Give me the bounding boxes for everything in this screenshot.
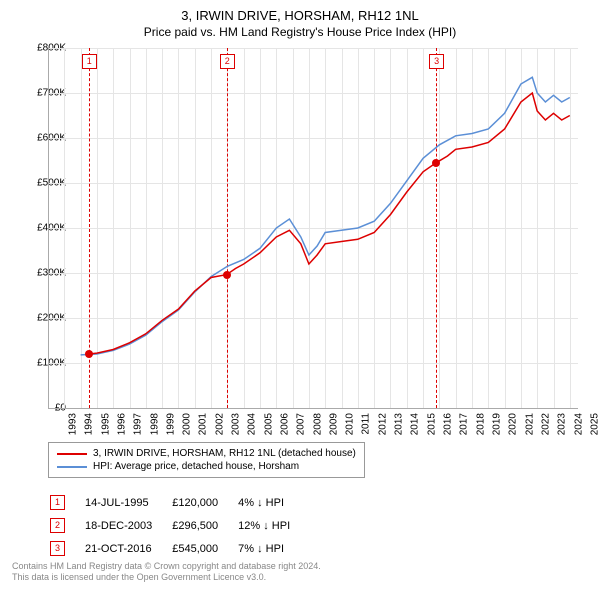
x-tick-label: 2002 bbox=[214, 413, 225, 435]
footer-line-2: This data is licensed under the Open Gov… bbox=[12, 572, 266, 582]
event-price-3: £545,000 bbox=[172, 538, 236, 559]
footer-attribution: Contains HM Land Registry data © Crown c… bbox=[12, 561, 321, 584]
x-tick-label: 2017 bbox=[459, 413, 470, 435]
x-tick-label: 2005 bbox=[263, 413, 274, 435]
x-tick-label: 2023 bbox=[556, 413, 567, 435]
event-badge-3: 3 bbox=[50, 541, 65, 556]
x-tick-label: 1994 bbox=[84, 413, 95, 435]
legend-item-hpi: HPI: Average price, detached house, Hors… bbox=[57, 460, 356, 473]
x-tick-label: 1997 bbox=[132, 413, 143, 435]
hpi-line bbox=[81, 77, 570, 355]
events-table: 1 14-JUL-1995 £120,000 4% ↓ HPI 2 18-DEC… bbox=[48, 490, 310, 561]
event-badge-1: 1 bbox=[50, 495, 65, 510]
x-tick-label: 2003 bbox=[230, 413, 241, 435]
x-tick-label: 2004 bbox=[247, 413, 258, 435]
x-tick-label: 2019 bbox=[491, 413, 502, 435]
price-paid-line bbox=[89, 93, 570, 354]
x-tick-label: 2000 bbox=[181, 413, 192, 435]
legend-label-hpi: HPI: Average price, detached house, Hors… bbox=[93, 461, 299, 472]
x-tick-label: 2012 bbox=[377, 413, 388, 435]
event-row-3: 3 21-OCT-2016 £545,000 7% ↓ HPI bbox=[50, 538, 308, 559]
event-date-2: 18-DEC-2003 bbox=[85, 515, 170, 536]
legend-label-price: 3, IRWIN DRIVE, HORSHAM, RH12 1NL (detac… bbox=[93, 448, 356, 459]
event-diff-3: 7% ↓ HPI bbox=[238, 538, 308, 559]
x-tick-label: 2022 bbox=[540, 413, 551, 435]
x-tick-label: 2009 bbox=[328, 413, 339, 435]
x-tick-label: 2010 bbox=[344, 413, 355, 435]
event-badge-2: 2 bbox=[50, 518, 65, 533]
x-tick-label: 1999 bbox=[165, 413, 176, 435]
event-diff-2: 12% ↓ HPI bbox=[238, 515, 308, 536]
event-price-2: £296,500 bbox=[172, 515, 236, 536]
event-row-2: 2 18-DEC-2003 £296,500 12% ↓ HPI bbox=[50, 515, 308, 536]
x-tick-label: 1995 bbox=[100, 413, 111, 435]
x-tick-label: 2006 bbox=[279, 413, 290, 435]
chart-subtitle: Price paid vs. HM Land Registry's House … bbox=[0, 23, 600, 39]
sale-marker bbox=[223, 271, 231, 279]
event-date-1: 14-JUL-1995 bbox=[85, 492, 170, 513]
x-tick-label: 2001 bbox=[198, 413, 209, 435]
x-tick-label: 2024 bbox=[573, 413, 584, 435]
event-price-1: £120,000 bbox=[172, 492, 236, 513]
x-tick-label: 1993 bbox=[67, 413, 78, 435]
x-tick-label: 2014 bbox=[410, 413, 421, 435]
chart-legend: 3, IRWIN DRIVE, HORSHAM, RH12 1NL (detac… bbox=[48, 442, 365, 478]
x-tick-label: 2016 bbox=[442, 413, 453, 435]
x-tick-label: 2021 bbox=[524, 413, 535, 435]
x-tick-label: 1998 bbox=[149, 413, 160, 435]
x-tick-label: 2025 bbox=[589, 413, 600, 435]
x-tick-label: 2015 bbox=[426, 413, 437, 435]
event-row-1: 1 14-JUL-1995 £120,000 4% ↓ HPI bbox=[50, 492, 308, 513]
x-tick-label: 2020 bbox=[508, 413, 519, 435]
legend-swatch-hpi bbox=[57, 466, 87, 468]
x-tick-label: 2007 bbox=[296, 413, 307, 435]
chart-svg bbox=[48, 48, 578, 408]
event-diff-1: 4% ↓ HPI bbox=[238, 492, 308, 513]
event-date-3: 21-OCT-2016 bbox=[85, 538, 170, 559]
footer-line-1: Contains HM Land Registry data © Crown c… bbox=[12, 561, 321, 571]
x-tick-label: 2013 bbox=[393, 413, 404, 435]
sale-marker bbox=[85, 350, 93, 358]
sale-marker bbox=[432, 159, 440, 167]
x-tick-label: 2011 bbox=[360, 413, 371, 435]
x-tick-label: 1996 bbox=[116, 413, 127, 435]
x-tick-label: 2008 bbox=[312, 413, 323, 435]
chart-title: 3, IRWIN DRIVE, HORSHAM, RH12 1NL bbox=[0, 0, 600, 23]
x-axis-line bbox=[48, 408, 578, 409]
legend-item-price: 3, IRWIN DRIVE, HORSHAM, RH12 1NL (detac… bbox=[57, 447, 356, 460]
legend-swatch-price bbox=[57, 453, 87, 455]
x-tick-label: 2018 bbox=[475, 413, 486, 435]
